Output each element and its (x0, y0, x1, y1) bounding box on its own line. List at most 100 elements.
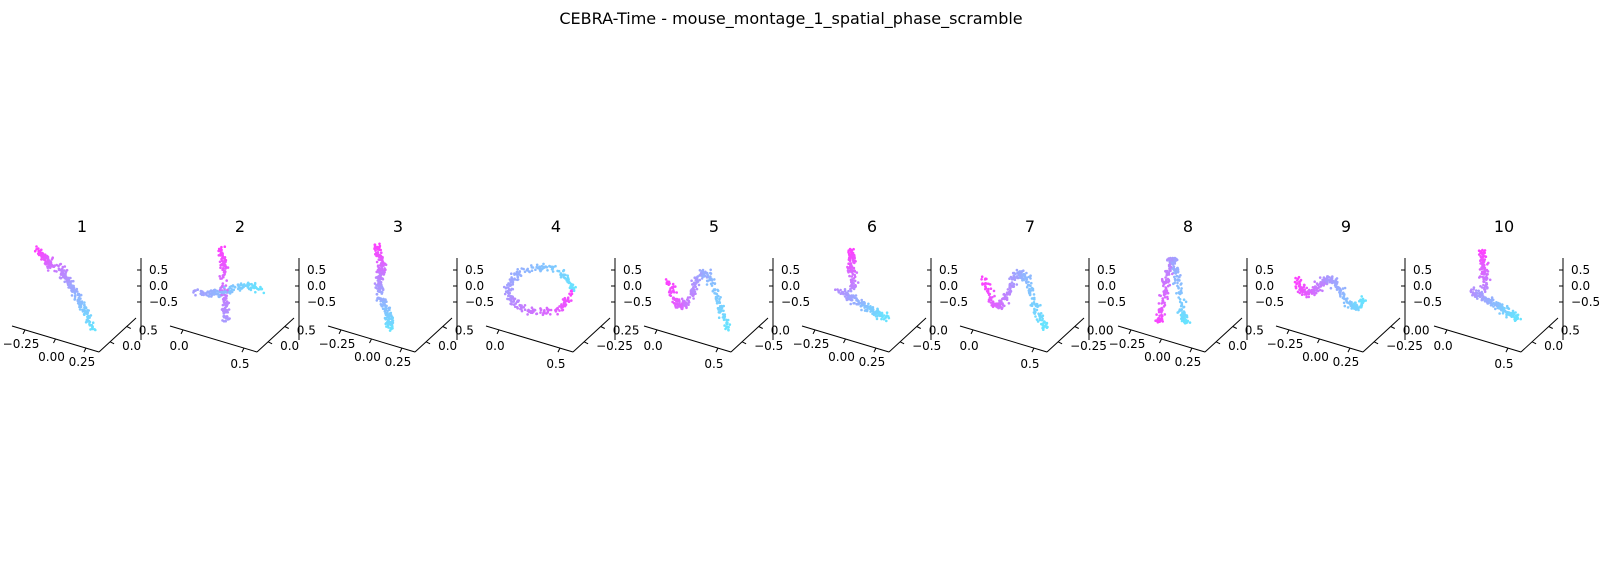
scatter-point (49, 261, 52, 264)
scatter-point (531, 266, 535, 269)
scatter-point (1501, 303, 1504, 306)
scatter-point (211, 290, 215, 294)
z-tick-label: 0.0 (1413, 279, 1432, 293)
x-tick-label: 0.25 (69, 355, 96, 369)
scatter-point (41, 251, 44, 255)
x-tick-label: 0.0 (1434, 339, 1453, 353)
scatter-point (1483, 286, 1486, 290)
scatter-point (693, 283, 697, 287)
scatter-point (233, 285, 237, 289)
scatter-point (1166, 272, 1170, 276)
scatter-point (1310, 291, 1313, 294)
scatter-point (387, 306, 391, 310)
y-tick (600, 326, 605, 329)
scatter-point (1313, 290, 1316, 294)
scatter-point (1007, 302, 1011, 305)
x-tick-label: 0.5 (704, 357, 723, 371)
x-tick-label: 0.00 (1144, 350, 1171, 364)
scatter-point (874, 312, 878, 316)
scatter-point (1326, 275, 1329, 279)
y-tick-label: 0.00 (1087, 324, 1114, 338)
scatter-point (221, 268, 224, 272)
scatter-point (1341, 287, 1345, 290)
scatter-point (839, 288, 842, 292)
scatter-point (83, 303, 86, 307)
scatter-point (1481, 260, 1485, 264)
scatter-point (1484, 276, 1487, 280)
y-axis-line (256, 317, 295, 353)
scatter-point (47, 263, 51, 266)
scatter-point (571, 283, 575, 287)
scatter-point (1334, 278, 1338, 281)
scatter-point (516, 278, 520, 281)
scatter-point (46, 269, 50, 272)
subplot-9: 9−0.250.00 0.250.00−0.250.50.0−0.5 (1267, 217, 1442, 369)
scatter-point (855, 271, 859, 274)
scatter-point (381, 288, 385, 292)
scatter-point (378, 254, 381, 257)
scatter-point (710, 279, 714, 282)
scatter-point (375, 299, 379, 302)
x-axis-line (485, 325, 574, 353)
scatter-point (374, 286, 378, 289)
scatter-point (232, 288, 235, 292)
scatter-point (1163, 296, 1167, 299)
x-tick (970, 329, 974, 335)
scatter-point (1478, 268, 1482, 271)
scatter-point (1353, 301, 1357, 305)
scatter-point (715, 301, 719, 305)
scatter-point (887, 315, 890, 318)
scatter-point (1176, 270, 1180, 273)
scatter-point (1502, 308, 1506, 312)
scatter-point (1474, 289, 1478, 292)
scatter-point (570, 292, 574, 296)
scatter-point (860, 308, 863, 312)
scatter-point (516, 268, 519, 271)
scatter-point (1164, 269, 1167, 273)
scatter-point (1294, 276, 1297, 280)
scatter-point (212, 293, 215, 296)
scatter-point (1009, 287, 1012, 291)
scatter-point (1040, 322, 1043, 326)
scatter-point (204, 292, 208, 296)
scatter-point (377, 296, 381, 300)
subplot-7: 7 0.0 0.5 0.00−0.25 0.5 0.0 −0.5 (960, 217, 1127, 371)
subplot-10: 100.00.50.50.00.50.0−0.5 (1434, 217, 1601, 371)
scatter-point (1483, 263, 1486, 267)
scatter-point (535, 312, 539, 316)
scatter-point (61, 265, 65, 269)
scatter-point (1166, 284, 1170, 288)
scatter-point (690, 279, 693, 283)
scatter-point (697, 283, 701, 287)
scatter-point (1181, 311, 1184, 315)
scatter-point (880, 317, 883, 321)
scatter-point (520, 267, 523, 270)
scatter-point (1183, 311, 1186, 314)
scatter-point (722, 304, 725, 308)
scatter-point (549, 265, 552, 269)
scatter-point (67, 286, 70, 289)
scatter-point (1173, 277, 1177, 281)
scatter-point (1046, 325, 1049, 329)
scatter-point (980, 278, 983, 281)
scatter-point (985, 282, 988, 285)
scatter-point (1023, 273, 1027, 277)
scatter-point (69, 281, 72, 285)
scatter-point (1166, 277, 1170, 281)
scatter-point (1166, 281, 1170, 284)
scatter-point (1006, 288, 1010, 291)
x-tick (557, 347, 561, 353)
scatter-point (254, 290, 257, 294)
scatter-point (523, 270, 527, 274)
scatter-point (1038, 313, 1042, 317)
scatter-point (1026, 283, 1030, 287)
scatter-point (1180, 304, 1184, 307)
scatter-point (1180, 308, 1183, 311)
y-tick-label: 0.5 (297, 324, 316, 338)
z-tick-label: −0.5 (1097, 295, 1126, 309)
scatter-point (91, 321, 95, 325)
scatter-point (57, 264, 60, 268)
scatter-point (676, 305, 680, 309)
scatter-point (1346, 306, 1350, 309)
scatter-points (373, 242, 395, 332)
